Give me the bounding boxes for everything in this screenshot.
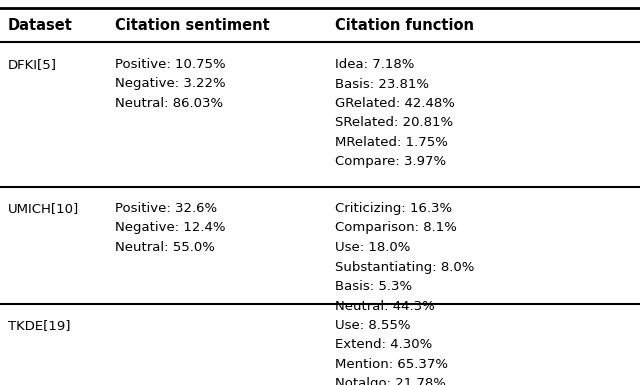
Text: UMICH[10]: UMICH[10]	[8, 202, 79, 215]
Text: Neutral: 86.03%: Neutral: 86.03%	[115, 97, 223, 110]
Text: Extend: 4.30%: Extend: 4.30%	[335, 338, 432, 352]
Text: Neutral: 55.0%: Neutral: 55.0%	[115, 241, 215, 254]
Text: GRelated: 42.48%: GRelated: 42.48%	[335, 97, 455, 110]
Text: Use: 18.0%: Use: 18.0%	[335, 241, 410, 254]
Text: Basis: 23.81%: Basis: 23.81%	[335, 77, 429, 90]
Text: DFKI[5]: DFKI[5]	[8, 58, 57, 71]
Text: Use: 8.55%: Use: 8.55%	[335, 319, 410, 332]
Text: SRelated: 20.81%: SRelated: 20.81%	[335, 117, 453, 129]
Text: Mention: 65.37%: Mention: 65.37%	[335, 358, 448, 371]
Text: Positive: 32.6%: Positive: 32.6%	[115, 202, 217, 215]
Text: Compare: 3.97%: Compare: 3.97%	[335, 156, 446, 169]
Text: TKDE[19]: TKDE[19]	[8, 319, 70, 332]
Text: Positive: 10.75%: Positive: 10.75%	[115, 58, 226, 71]
Text: Negative: 3.22%: Negative: 3.22%	[115, 77, 226, 90]
Text: Neutral: 44.3%: Neutral: 44.3%	[335, 300, 435, 313]
Text: Notalgo: 21.78%: Notalgo: 21.78%	[335, 378, 446, 385]
Text: Dataset: Dataset	[8, 17, 73, 32]
Text: Substantiating: 8.0%: Substantiating: 8.0%	[335, 261, 474, 273]
Text: Negative: 12.4%: Negative: 12.4%	[115, 221, 225, 234]
Text: Basis: 5.3%: Basis: 5.3%	[335, 280, 412, 293]
Text: Citation sentiment: Citation sentiment	[115, 17, 269, 32]
Text: Criticizing: 16.3%: Criticizing: 16.3%	[335, 202, 452, 215]
Text: Comparison: 8.1%: Comparison: 8.1%	[335, 221, 457, 234]
Text: Citation function: Citation function	[335, 17, 474, 32]
Text: Idea: 7.18%: Idea: 7.18%	[335, 58, 414, 71]
Text: MRelated: 1.75%: MRelated: 1.75%	[335, 136, 448, 149]
